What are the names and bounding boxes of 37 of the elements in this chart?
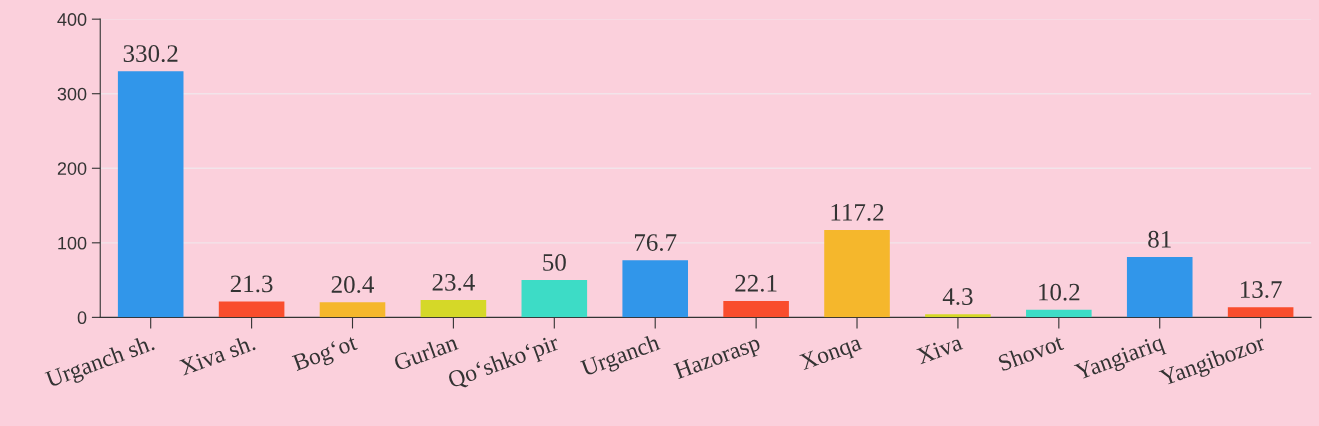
y-tick-label: 0 bbox=[77, 311, 87, 325]
x-tick-label: Hazorasp bbox=[673, 334, 763, 384]
y-tick-label: 100 bbox=[58, 236, 87, 250]
data-label: 13.7 bbox=[1240, 281, 1282, 299]
bar bbox=[1026, 309, 1092, 318]
bar bbox=[824, 230, 890, 318]
x-tick-label: Xiva bbox=[915, 334, 964, 365]
y-tick-label: 300 bbox=[57, 87, 87, 101]
bar bbox=[521, 280, 588, 318]
bar bbox=[925, 314, 991, 318]
x-tick-label: Xiva sh. bbox=[178, 333, 256, 376]
x-tick-label: Shovot bbox=[997, 333, 1065, 372]
data-label: 50 bbox=[543, 253, 566, 271]
data-label: 76.7 bbox=[634, 234, 677, 252]
bar bbox=[319, 302, 386, 318]
y-tick-label: 200 bbox=[57, 162, 87, 175]
x-tick-label: Bog‘ot bbox=[291, 333, 360, 376]
data-label: 4.3 bbox=[942, 288, 973, 306]
bar bbox=[1227, 307, 1294, 318]
x-tick-label: Xonqa bbox=[798, 334, 865, 375]
data-label: 81 bbox=[1148, 230, 1171, 248]
bar bbox=[218, 301, 285, 318]
data-label: 20.4 bbox=[331, 276, 374, 294]
bar bbox=[622, 260, 689, 318]
data-label: 330.2 bbox=[123, 45, 178, 63]
data-label: 23.4 bbox=[432, 273, 475, 291]
data-label: 10.2 bbox=[1039, 283, 1080, 301]
bar bbox=[117, 71, 184, 318]
data-label: 117.2 bbox=[831, 203, 884, 221]
x-tick-label: Urganch sh. bbox=[44, 333, 157, 393]
bar bbox=[723, 300, 789, 318]
data-label: 21.3 bbox=[230, 275, 273, 293]
y-tick-label: 400 bbox=[57, 13, 87, 26]
data-label: 22.1 bbox=[735, 274, 777, 292]
x-tick-label: Urganch bbox=[579, 333, 663, 382]
bar bbox=[1126, 256, 1193, 318]
bar bbox=[420, 299, 487, 318]
